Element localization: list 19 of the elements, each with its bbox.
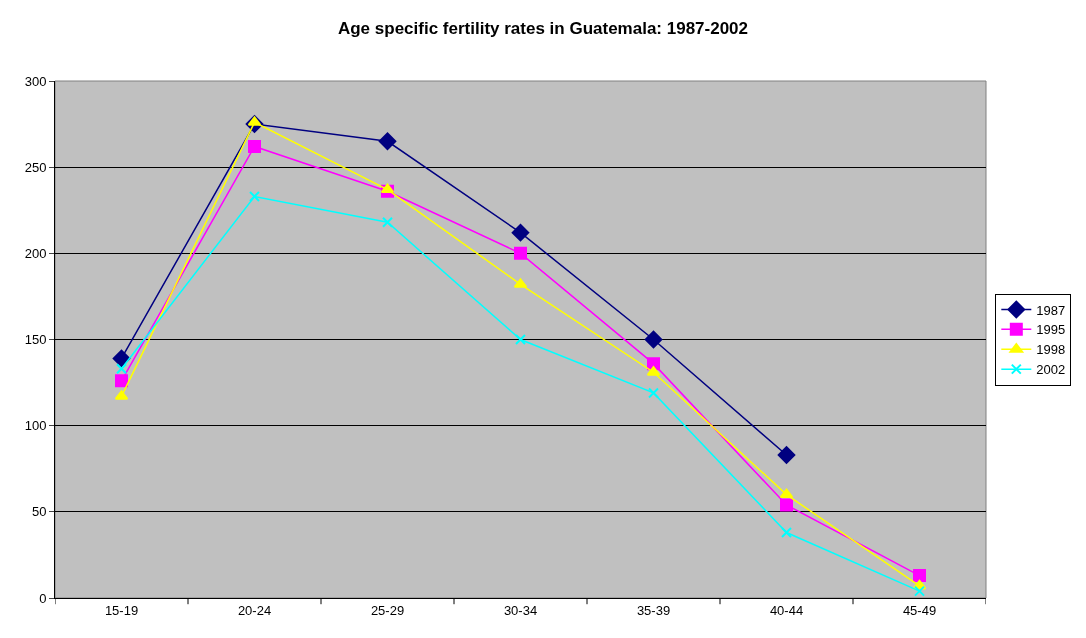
x-tick-label: 25-29 xyxy=(370,602,405,618)
legend-label: 1998 xyxy=(1036,342,1066,358)
y-tick-label: 50 xyxy=(31,504,47,520)
chart-title: Age specific fertility rates in Guatemala: 1987-2002 xyxy=(337,19,749,39)
x-tick-label: 40-44 xyxy=(769,602,804,618)
y-tick-label: 200 xyxy=(24,245,47,261)
y-tick-label: 100 xyxy=(24,418,47,434)
x-tick-label: 35-39 xyxy=(636,602,671,618)
x-tick-label: 15-19 xyxy=(104,602,139,618)
x-tick-label: 20-24 xyxy=(237,602,272,618)
x-tick-label: 45-49 xyxy=(902,602,937,618)
y-tick-label: 300 xyxy=(24,73,47,89)
y-tick-label: 150 xyxy=(24,332,47,348)
x-tick-label: 30-34 xyxy=(503,602,538,618)
legend-label: 1987 xyxy=(1036,302,1066,318)
legend-label: 1995 xyxy=(1036,322,1066,338)
legend-label: 2002 xyxy=(1036,362,1066,378)
y-tick-label: 0 xyxy=(39,590,47,606)
y-tick-label: 250 xyxy=(24,159,47,175)
